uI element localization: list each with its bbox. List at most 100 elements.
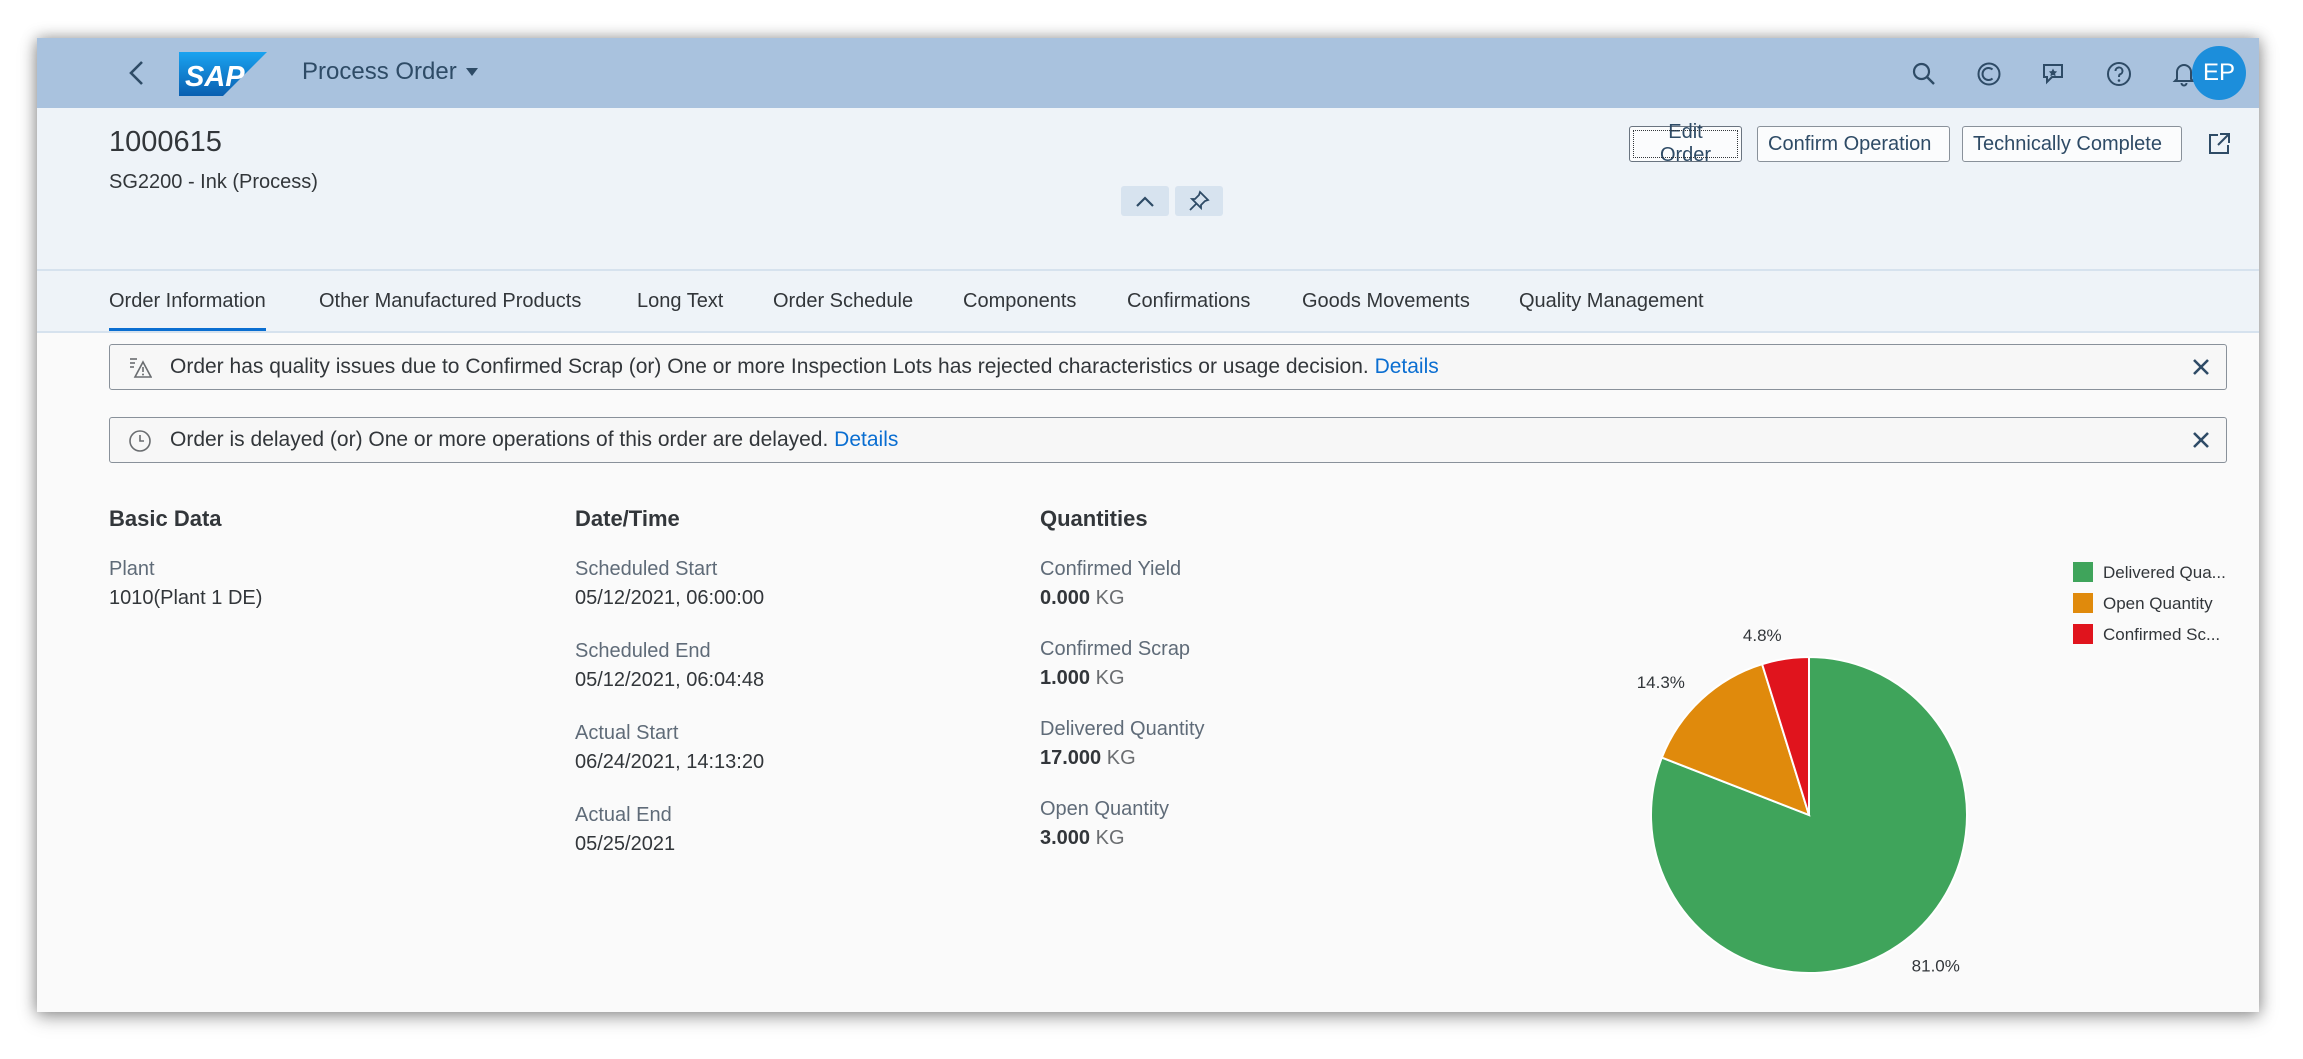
legend-label[interactable]: Confirmed Sc... [2103,625,2220,644]
section-title: Quantities [1040,506,1148,531]
confirmed-yield-field: Confirmed Yield 0.000 KG [1040,558,1181,610]
quality-issue-message-strip: Order has quality issues due to Confirme… [109,344,2227,390]
share-button[interactable] [2201,126,2237,162]
pie-slice[interactable] [1760,655,1810,816]
notifications-icon [2172,64,2196,87]
message-body: Order is delayed (or) One or more operat… [170,428,829,451]
legend-swatch[interactable] [2073,562,2093,582]
details-link[interactable]: Details [1374,355,1439,378]
pin-header-button[interactable] [1175,186,1223,216]
tab-goods-movements[interactable]: Goods Movements [1302,290,1470,312]
quantity-number: 1.000 [1040,667,1091,689]
tab-quality-management[interactable]: Quality Management [1519,290,1704,312]
help-button[interactable] [2097,52,2141,96]
plant-field: Plant 1010(Plant 1 DE) [109,558,262,610]
actual-end-field: Actual End 05/25/2021 [575,804,675,856]
field-value: 3.000 KG [1040,827,1169,850]
message-text: Order has quality issues due to Confirme… [170,355,1439,379]
quantity-pie-chart: 81.0% 14.3% 4.8% Delivered Qua... Open Quant… [1587,528,2247,998]
search-icon [1912,62,1935,85]
order-subtitle: SG2200 - Ink (Process) [109,171,318,193]
chevron-left-icon [129,61,143,85]
tab-confirmations[interactable]: Confirmations [1127,290,1251,312]
basic-data-section: Basic Data Plant 1010(Plant 1 DE) [109,506,509,609]
close-icon [2193,359,2209,375]
notifications-button[interactable] [2162,52,2206,96]
actual-start-field: Actual Start 06/24/2021, 14:13:20 [575,722,764,774]
message-body: Order has quality issues due to Confirme… [170,355,1369,378]
collapse-header-button[interactable] [1121,186,1169,216]
sap-logo[interactable]: SAP [179,52,267,96]
field-value: 05/12/2021, 06:00:00 [575,587,765,609]
field-value: 17.000 KG [1040,747,1205,770]
pie-chart-svg: 81.0% 14.3% 4.8% Delivered Qua... Open Quant… [1637,562,2226,975]
legend-swatch[interactable] [2073,593,2093,613]
chevron-up-icon [1136,196,1154,207]
scheduled-end-field: Scheduled End 05/12/2021, 06:04:48 [575,640,764,692]
close-message-button[interactable] [2188,427,2214,453]
delay-message-strip: Order is delayed (or) One or more operat… [109,417,2227,463]
pie-data-label: 4.8% [1743,626,1782,645]
shell-bar: SAP Process Order [37,38,2259,108]
field-label: Scheduled Start [575,558,718,580]
field-label: Actual End [575,804,672,826]
search-button[interactable] [1902,52,1946,96]
technically-complete-button[interactable]: Technically Complete [1962,126,2182,162]
message-text: Order is delayed (or) One or more operat… [170,428,898,452]
quantity-number: 17.000 [1040,747,1102,769]
quantity-unit: KG [1095,667,1125,689]
field-value: 0.000 KG [1040,587,1181,610]
app-title-menu[interactable]: Process Order [302,58,479,86]
delivered-quantity-field: Delivered Quantity 17.000 KG [1040,718,1205,770]
clock-icon [129,430,151,452]
avatar-initials: EP [2202,59,2235,86]
details-link[interactable]: Details [834,428,899,451]
close-message-button[interactable] [2188,354,2214,380]
quantity-number: 3.000 [1040,827,1091,849]
pie-data-label: 14.3% [1637,673,1685,692]
field-value: 06/24/2021, 14:13:20 [575,751,765,773]
share-icon [2209,133,2230,154]
open-quantity-field: Open Quantity 3.000 KG [1040,798,1169,850]
confirmed-scrap-field: Confirmed Scrap 1.000 KG [1040,638,1190,690]
legend-swatch[interactable] [2073,624,2093,644]
field-label: Confirmed Scrap [1040,638,1191,660]
close-icon [2193,432,2209,448]
copilot-button[interactable] [1967,52,2011,96]
back-button[interactable] [119,55,155,91]
field-label: Delivered Quantity [1040,718,1205,740]
field-value: 1010(Plant 1 DE) [109,587,263,609]
caret-down-icon [465,68,478,76]
legend-label[interactable]: Delivered Qua... [2103,563,2226,582]
datetime-section: Date/Time Scheduled Start 05/12/2021, 06… [575,506,975,855]
field-value: 1.000 KG [1040,667,1190,690]
pie-slice[interactable] [1660,662,1811,817]
order-number: 1000615 [109,126,222,158]
edit-order-button[interactable]: Edit Order [1629,121,1742,166]
confirm-operation-button[interactable]: Confirm Operation [1757,126,1950,162]
quantity-unit: KG [1095,827,1125,849]
tab-order-schedule[interactable]: Order Schedule [773,290,914,312]
app-window: SAP Process Order [37,38,2259,1012]
field-label: Open Quantity [1040,798,1169,820]
object-header: 1000615 SG2200 - Ink (Process) Edit Orde… [37,108,2259,271]
copilot-icon [1977,62,2001,86]
field-value: 05/25/2021 [575,833,676,855]
tab-components[interactable]: Components [963,290,1077,312]
tab-long-text[interactable]: Long Text [637,290,724,312]
quality-warning-icon [130,358,152,378]
help-icon [2107,62,2131,86]
svg-text:SAP: SAP [185,61,245,93]
quantity-unit: KG [1106,747,1136,769]
quantity-number: 0.000 [1040,587,1091,609]
legend-label[interactable]: Open Quantity [2103,594,2213,613]
user-avatar[interactable]: EP [2192,46,2246,100]
tab-order-information[interactable]: Order Information [109,271,266,331]
section-title: Basic Data [109,506,222,531]
feedback-button[interactable] [2032,52,2076,96]
field-label: Scheduled End [575,640,711,662]
tab-bar: Order Information Other Manufactured Pro… [37,271,2259,333]
quantities-section: Quantities Confirmed Yield 0.000 KG Conf… [1040,506,1440,849]
field-label: Confirmed Yield [1040,558,1182,580]
tab-other-manufactured-products[interactable]: Other Manufactured Products [319,290,582,312]
